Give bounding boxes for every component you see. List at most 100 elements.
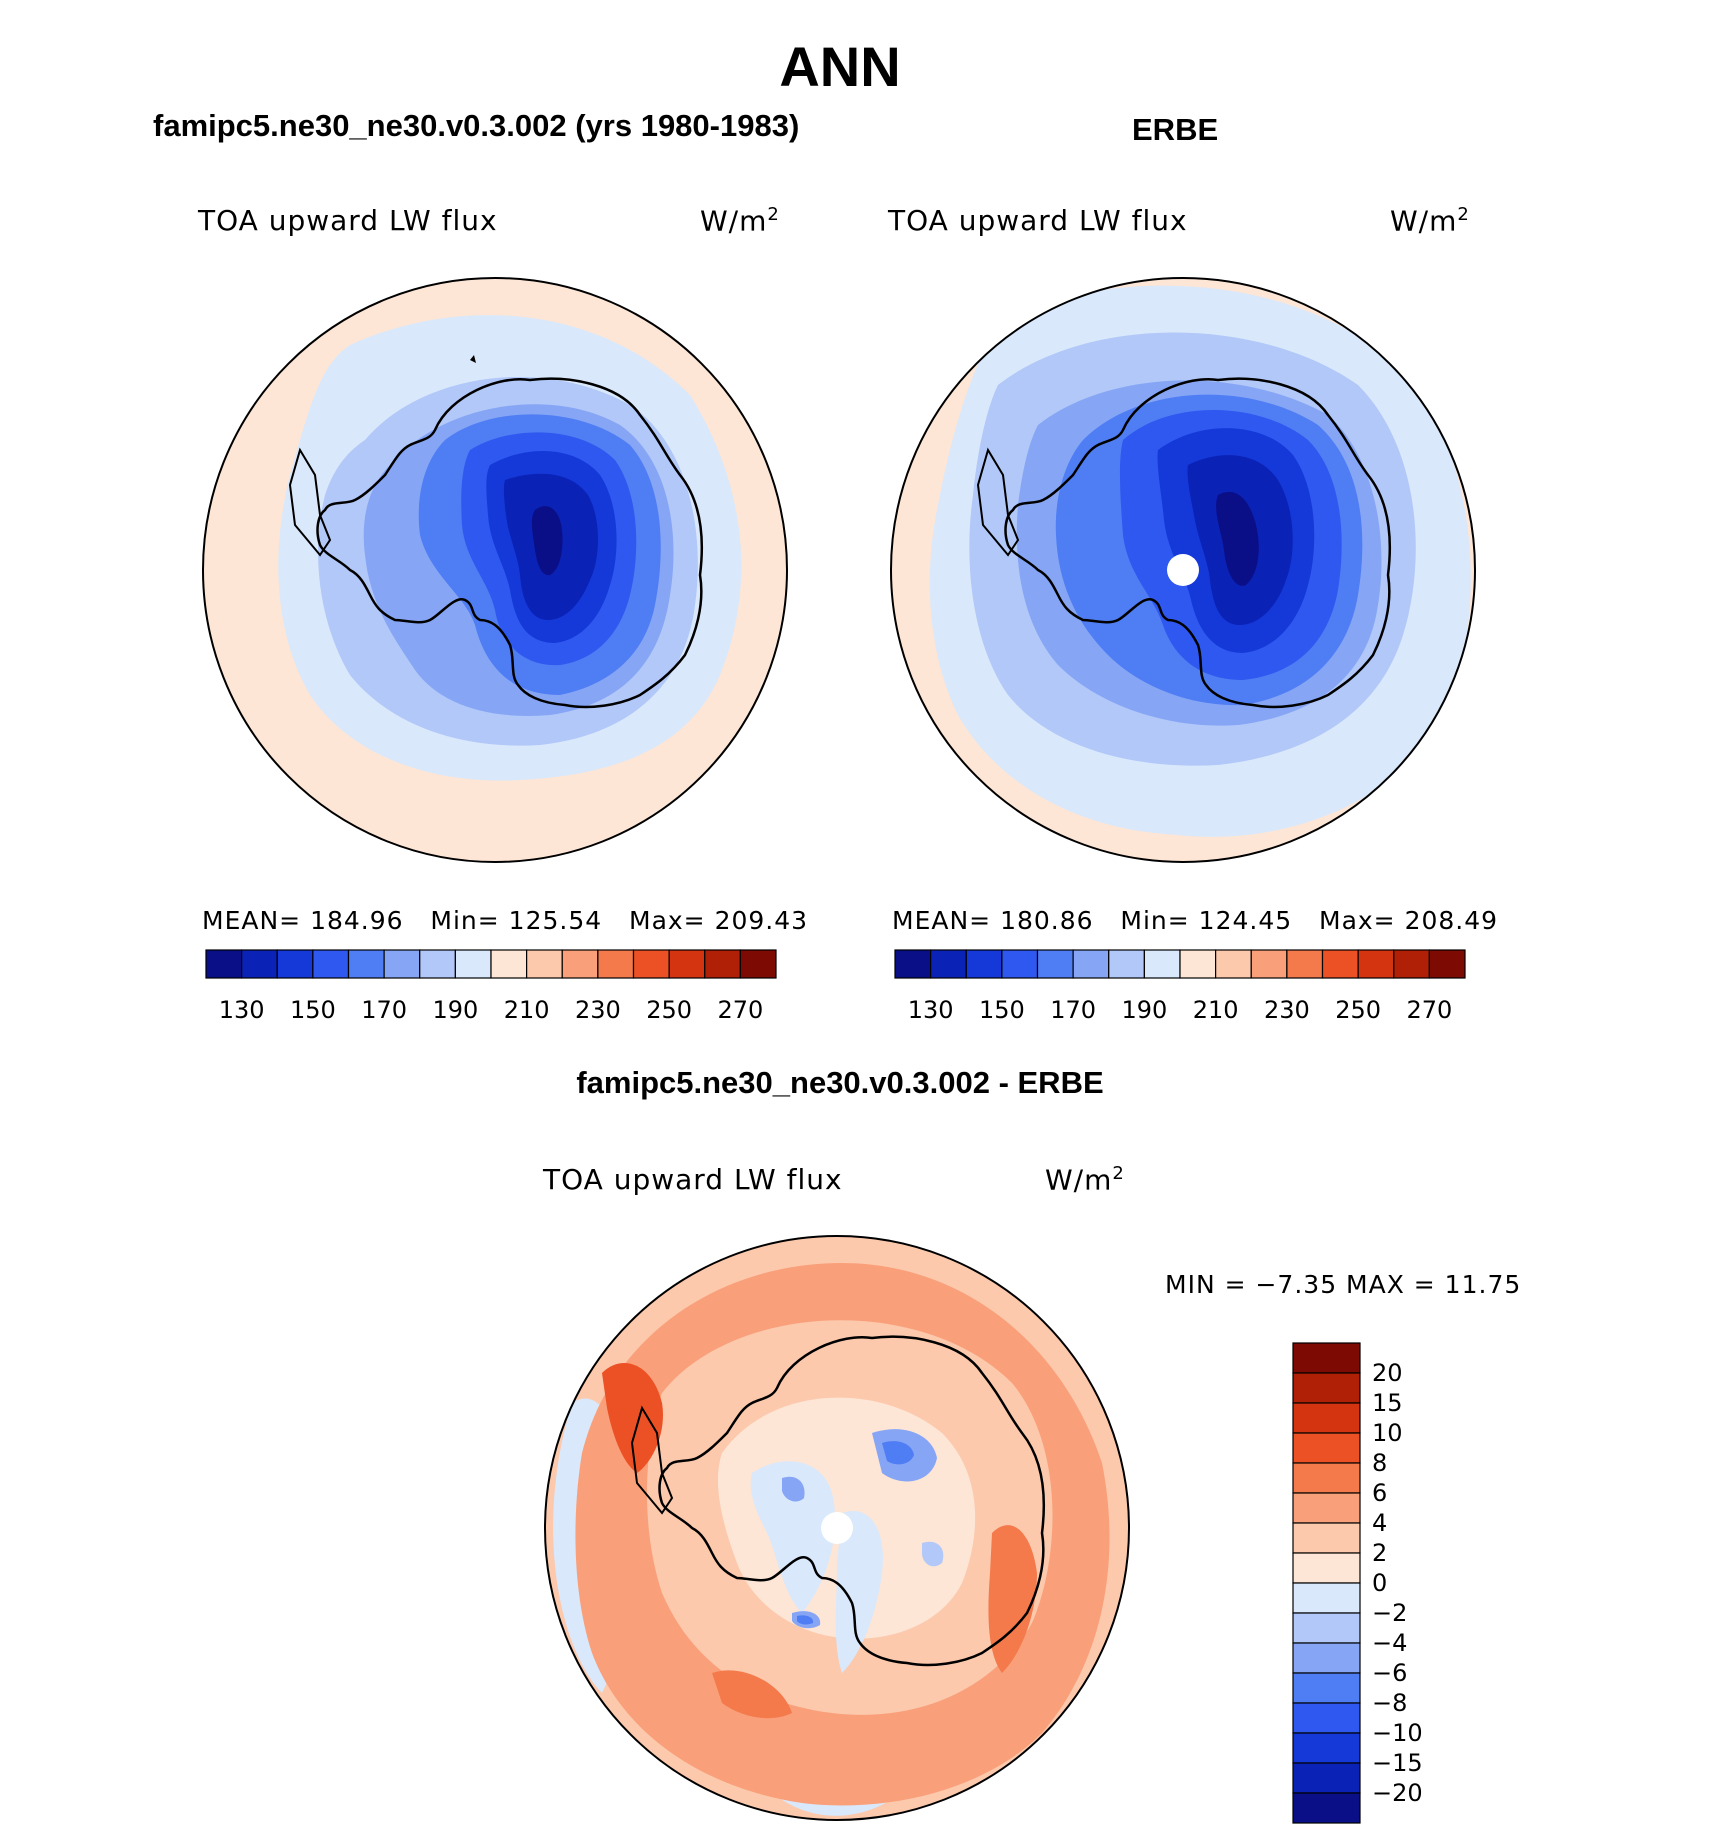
panel-b-colorbar-swatch	[894, 949, 932, 979]
panel-c-colorbar-swatch	[1292, 1372, 1361, 1404]
antarctica-coastline	[658, 1335, 1046, 1667]
contour-band	[797, 1615, 814, 1625]
panel-c-colorbar-tick-label: 10	[1372, 1419, 1403, 1447]
panel-c-colorbar-swatch	[1292, 1432, 1361, 1464]
panel-c-colorbar-tick-label: 6	[1372, 1479, 1387, 1507]
panel-c-colorbar-tick-label: 2	[1372, 1539, 1387, 1567]
panel-b-colorbar-swatch	[1286, 949, 1324, 979]
panel-c-map	[544, 1235, 1130, 1821]
panel-a-colorbar-swatch	[276, 949, 314, 979]
panel-c-colorbar-tick-label: 8	[1372, 1449, 1387, 1477]
panel-b-colorbar-swatch	[1393, 949, 1430, 979]
panel-c-colorbar-tick-label: −15	[1372, 1749, 1423, 1777]
contour-band	[882, 1441, 914, 1465]
contour-band	[1216, 491, 1259, 586]
panel-b-colorbar-swatch	[1108, 949, 1145, 979]
peninsula-coastline	[976, 447, 1020, 557]
antarctica-coastline	[316, 377, 704, 709]
panel-a-colorbar-tick-label: 150	[290, 996, 336, 1024]
panel-c-title: famipc5.ne30_ne30.v0.3.002 - ERBE	[576, 1065, 1104, 1100]
panel-b-colorbar-tick-label: 270	[1406, 996, 1452, 1024]
panel-c-colorbar-swatch	[1292, 1402, 1361, 1434]
panel-c-colorbar-tick-label: −4	[1372, 1629, 1407, 1657]
panel-b-colorbar-tick-label: 130	[908, 996, 954, 1024]
panel-a-colorbar-tick-label: 190	[432, 996, 478, 1024]
panel-c-colorbar-tick-label: −20	[1372, 1779, 1423, 1807]
panel-a-colorbar-swatch	[383, 949, 421, 979]
panel-c-colorbar-swatch	[1292, 1582, 1361, 1614]
panel-a-colorbar-tick-label: 230	[575, 996, 621, 1024]
panel-a-colorbar-swatch	[241, 949, 278, 979]
panel-b-colorbar-swatch	[1179, 949, 1217, 979]
contour-band	[922, 1541, 944, 1567]
panel-a-title: famipc5.ne30_ne30.v0.3.002 (yrs 1980-198…	[153, 108, 800, 143]
panel-a-colorbar-tick-label: 270	[717, 996, 763, 1024]
panel-c-colorbar-swatch	[1292, 1342, 1361, 1374]
panel-c-colorbar-swatch	[1292, 1762, 1361, 1794]
panel-c-colorbar-swatch	[1292, 1642, 1361, 1674]
panel-b-colorbar-tick-label: 150	[979, 996, 1025, 1024]
panel-b-colorbar-swatch	[1001, 949, 1039, 979]
panel-c-stats: MIN = −7.35 MAX = 11.75	[1165, 1270, 1522, 1299]
panel-a-colorbar-swatch	[312, 949, 350, 979]
panel-a-colorbar-swatch	[597, 949, 635, 979]
antarctica-coastline	[1004, 377, 1392, 709]
panel-c-colorbar-tick-label: −6	[1372, 1659, 1407, 1687]
panel-b-colorbar-swatch	[1357, 949, 1395, 979]
panel-c-colorbar-swatch	[1292, 1732, 1361, 1764]
panel-b-units: W/m2	[1390, 204, 1470, 238]
panel-c-colorbar-swatch	[1292, 1552, 1361, 1584]
panel-b-stats: MEAN= 180.86 Min= 124.45 Max= 208.49	[892, 906, 1499, 935]
panel-b-colorbar-tick-label: 170	[1050, 996, 1096, 1024]
panel-a-variable: TOA upward LW flux	[198, 204, 498, 237]
panel-b-colorbar-swatch	[1250, 949, 1288, 979]
panel-c-colorbar-swatch	[1292, 1702, 1361, 1734]
contour-band	[531, 506, 563, 576]
panel-a-colorbar-tick-label: 210	[504, 996, 550, 1024]
panel-c-colorbar-tick-label: −2	[1372, 1599, 1407, 1627]
contour-band	[988, 1525, 1037, 1673]
contour-band	[750, 1461, 836, 1613]
panel-c-units: W/m2	[1045, 1163, 1125, 1197]
panel-a-colorbar-swatch	[454, 949, 492, 979]
panel-a-colorbar-tick-label: 250	[646, 996, 692, 1024]
panel-b-colorbar-tick-label: 250	[1335, 996, 1381, 1024]
panel-b-colorbar-swatch	[1321, 949, 1359, 979]
panel-c-colorbar-swatch	[1292, 1612, 1361, 1644]
panel-a-colorbar-swatch	[205, 949, 243, 979]
contour-band	[712, 1670, 792, 1719]
panel-b-title: ERBE	[1132, 112, 1219, 147]
panel-c-colorbar-swatch	[1292, 1522, 1361, 1554]
panel-b-colorbar-swatch	[1215, 949, 1252, 979]
panel-a-colorbar-swatch	[419, 949, 456, 979]
panel-b-colorbar-swatch	[1072, 949, 1110, 979]
pole-hole	[1167, 554, 1199, 586]
peninsula-coastline	[288, 447, 332, 557]
panel-a-units: W/m2	[700, 204, 780, 238]
contour-band	[602, 1363, 663, 1473]
panel-c-colorbar-tick-label: 15	[1372, 1389, 1403, 1417]
pole-hole	[821, 1512, 853, 1544]
panel-c-colorbar-swatch	[1292, 1462, 1361, 1494]
panel-c-colorbar-swatch	[1292, 1672, 1361, 1704]
panel-a-colorbar-swatch	[704, 949, 741, 979]
contour-band	[835, 1511, 883, 1673]
main-title: ANN	[779, 35, 901, 98]
panel-a-colorbar-swatch	[739, 949, 777, 979]
panel-c-colorbar-tick-label: 4	[1372, 1509, 1387, 1537]
panel-a-colorbar-swatch	[526, 949, 563, 979]
panel-a-colorbar-swatch	[347, 949, 385, 979]
panel-c-colorbar-swatch	[1292, 1792, 1361, 1824]
panel-b-colorbar-swatch	[930, 949, 967, 979]
panel-b-colorbar-swatch	[1036, 949, 1074, 979]
panel-b-colorbar-swatch	[965, 949, 1003, 979]
panel-b-map	[890, 277, 1476, 863]
panel-c-colorbar-tick-label: 0	[1372, 1569, 1387, 1597]
panel-b-colorbar-swatch	[1143, 949, 1181, 979]
panel-a-colorbar-tick-label: 130	[219, 996, 265, 1024]
panel-c-colorbar-tick-label: 20	[1372, 1359, 1403, 1387]
contour-band	[782, 1476, 805, 1502]
panel-c-colorbar-tick-label: −8	[1372, 1689, 1407, 1717]
panel-a-colorbar-swatch	[632, 949, 670, 979]
